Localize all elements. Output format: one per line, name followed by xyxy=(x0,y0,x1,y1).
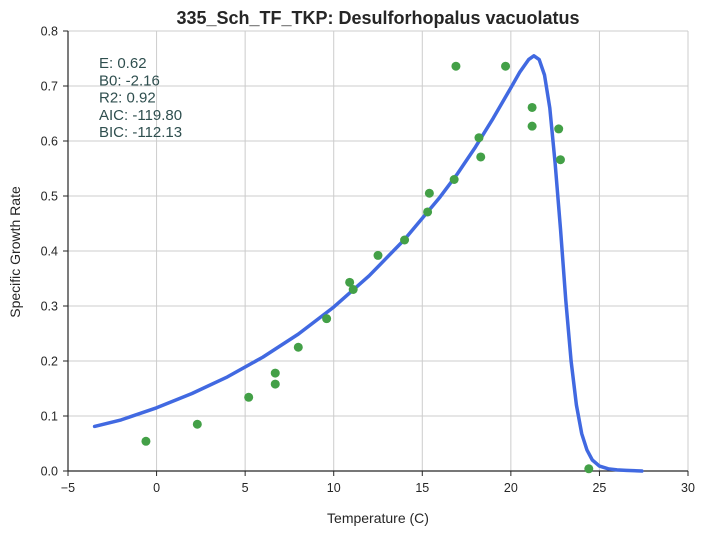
data-point xyxy=(476,152,486,162)
data-point xyxy=(141,436,151,446)
data-point xyxy=(192,419,202,429)
data-point xyxy=(244,392,254,402)
data-point xyxy=(449,175,459,184)
x-tick-label: 10 xyxy=(327,481,341,495)
series-layer xyxy=(92,54,644,474)
ticks-layer: −5 0 5 10 15 20 25 30 0.0 0.1 0.2 0.3 0.4 0.5 0.6 0.7 0.… xyxy=(41,25,695,496)
x-tick-label: 20 xyxy=(504,481,518,495)
data-point xyxy=(474,133,484,143)
x-tick-label: 0 xyxy=(153,481,160,495)
chart-title: 335_Sch_TF_TKP: Desulforhopalus vacuolat… xyxy=(176,8,579,28)
data-point xyxy=(270,368,280,378)
data-point xyxy=(348,285,358,294)
y-axis-label: Specific Growth Rate xyxy=(7,186,23,318)
annotation-line: BIC: -112.13 xyxy=(99,124,182,141)
data-point xyxy=(345,277,355,287)
y-tick-label: 0.4 xyxy=(41,245,58,259)
x-tick-label: 15 xyxy=(415,481,429,495)
data-point xyxy=(527,102,537,112)
annotation-line: R2: 0.92 xyxy=(99,90,156,107)
data-point xyxy=(451,61,461,71)
grid-layer xyxy=(68,30,689,471)
annotation-line: E: 0.62 xyxy=(99,55,147,72)
data-point xyxy=(584,464,594,474)
data-point xyxy=(554,124,564,134)
y-tick-label: 0.0 xyxy=(41,465,58,479)
x-tick-label: 25 xyxy=(592,481,606,495)
y-tick-label: 0.2 xyxy=(41,355,58,369)
data-point xyxy=(322,314,332,324)
data-point xyxy=(270,379,280,389)
y-tick-label: 0.5 xyxy=(41,190,58,204)
y-tick-label: 0.1 xyxy=(41,410,58,424)
fit-curve xyxy=(92,54,644,473)
y-tick-label: 0.7 xyxy=(41,80,58,94)
data-point xyxy=(400,235,410,245)
x-axis-label: Temperature (C) xyxy=(327,510,429,526)
data-point xyxy=(373,250,383,260)
data-point xyxy=(555,155,565,165)
data-point xyxy=(501,61,511,71)
data-point xyxy=(423,207,433,217)
y-tick-label: 0.8 xyxy=(41,25,58,39)
data-point xyxy=(293,342,303,352)
annotation-line: AIC: -119.80 xyxy=(99,107,182,124)
data-point xyxy=(527,121,537,131)
x-tick-label: 30 xyxy=(681,481,695,495)
y-tick-label: 0.3 xyxy=(41,300,58,314)
y-tick-label: 0.6 xyxy=(41,135,58,149)
annotation-line: B0: -2.16 xyxy=(99,72,160,89)
x-tick-label: −5 xyxy=(61,481,75,495)
x-tick-label: 5 xyxy=(242,481,249,495)
data-point xyxy=(424,188,434,198)
